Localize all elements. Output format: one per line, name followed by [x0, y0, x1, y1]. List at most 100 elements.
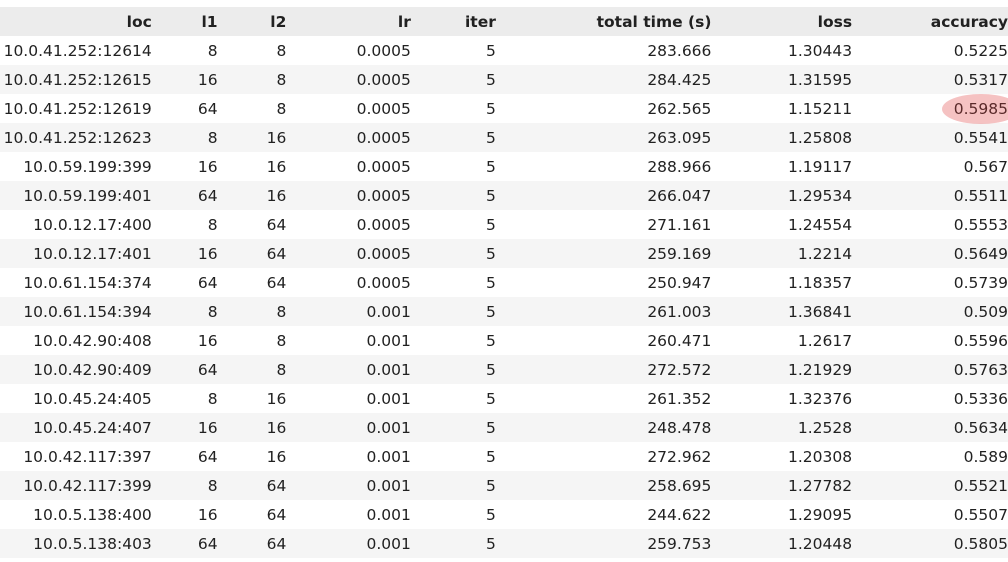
cell-l2: 64 — [266, 215, 287, 234]
cell-loss: 1.36841 — [787, 302, 853, 321]
cell-lr: 0.001 — [366, 476, 411, 495]
cell-iter: 5 — [485, 41, 496, 60]
highlighted-best-accuracy: 0.5985 — [941, 93, 1008, 124]
cell-lr: 0.0005 — [356, 41, 411, 60]
cell-total-time: 284.425 — [647, 70, 712, 89]
cell-total-time: 262.565 — [647, 99, 712, 118]
cell-total-time: 259.753 — [647, 534, 712, 553]
cell-lr: 0.0005 — [356, 70, 411, 89]
cell-loc: 10.0.61.154:394 — [23, 302, 152, 321]
table-row: 10.0.42.90:408 16 8 0.001 5 260.471 1.2617 0.55… — [0, 326, 1008, 355]
cell-total-time: 272.962 — [647, 447, 712, 466]
cell-iter: 5 — [485, 244, 496, 263]
cell-l1: 8 — [207, 389, 218, 408]
cell-l2: 16 — [266, 157, 287, 176]
cell-accuracy: 0.5553 — [953, 215, 1008, 234]
cell-l1: 16 — [197, 331, 218, 350]
results-table: loc l1 l2 lr iter total time (s) loss ac… — [0, 7, 1008, 558]
cell-l2: 8 — [276, 302, 287, 321]
column-header-iter[interactable]: iter — [464, 12, 496, 31]
cell-accuracy: 0.5511 — [953, 186, 1008, 205]
cell-loc: 10.0.61.154:374 — [23, 273, 152, 292]
cell-l1: 8 — [207, 215, 218, 234]
cell-accuracy: 0.5739 — [953, 273, 1008, 292]
cell-loc: 10.0.42.90:408 — [33, 331, 152, 350]
column-header-loc[interactable]: loc — [126, 12, 152, 31]
cell-accuracy: 0.5805 — [953, 534, 1008, 553]
cell-l2: 64 — [266, 505, 287, 524]
cell-iter: 5 — [485, 70, 496, 89]
cell-accuracy: 0.509 — [963, 302, 1008, 321]
cell-l2: 16 — [266, 447, 287, 466]
cell-loss: 1.24554 — [787, 215, 853, 234]
cell-loss: 1.2214 — [797, 244, 853, 263]
cell-l2: 16 — [266, 128, 287, 147]
table-body: 10.0.41.252:12614 8 8 0.0005 5 283.666 1.30443… — [0, 36, 1008, 558]
cell-l1: 64 — [197, 447, 218, 466]
table-row: 10.0.42.117:397 64 16 0.001 5 272.962 1.20308 0… — [0, 442, 1008, 471]
table-row: 10.0.45.24:405 8 16 0.001 5 261.352 1.32376 0.5… — [0, 384, 1008, 413]
cell-total-time: 283.666 — [647, 41, 712, 60]
column-header-l2[interactable]: l2 — [270, 12, 287, 31]
column-header-loss[interactable]: loss — [817, 12, 853, 31]
cell-loss: 1.20308 — [787, 447, 853, 466]
cell-l2: 64 — [266, 244, 287, 263]
cell-accuracy: 0.567 — [963, 157, 1008, 176]
cell-lr: 0.0005 — [356, 244, 411, 263]
cell-loc: 10.0.41.252:12619 — [3, 99, 152, 118]
cell-loss: 1.15211 — [787, 99, 853, 118]
column-header-accuracy[interactable]: accuracy — [930, 12, 1008, 31]
cell-accuracy: 0.5634 — [953, 418, 1008, 437]
cell-l2: 8 — [276, 99, 287, 118]
cell-iter: 5 — [485, 534, 496, 553]
cell-l2: 64 — [266, 534, 287, 553]
cell-total-time: 248.478 — [647, 418, 712, 437]
cell-iter: 5 — [485, 331, 496, 350]
cell-loss: 1.29534 — [787, 186, 853, 205]
cell-loc: 10.0.45.24:405 — [33, 389, 152, 408]
cell-total-time: 260.471 — [647, 331, 712, 350]
table-row: 10.0.41.252:12619 64 8 0.0005 5 262.565 1.1521… — [0, 93, 1008, 124]
table-row: 10.0.12.17:400 8 64 0.0005 5 271.161 1.24554 0.… — [0, 210, 1008, 239]
column-header-total-time[interactable]: total time (s) — [596, 12, 712, 31]
cell-total-time: 244.622 — [647, 505, 712, 524]
cell-total-time: 258.695 — [647, 476, 712, 495]
cell-loss: 1.20448 — [787, 534, 853, 553]
cell-iter: 5 — [485, 128, 496, 147]
cell-loss: 1.30443 — [787, 41, 853, 60]
cell-lr: 0.001 — [366, 331, 411, 350]
cell-total-time: 272.572 — [647, 360, 712, 379]
cell-lr: 0.0005 — [356, 273, 411, 292]
cell-l1: 8 — [207, 41, 218, 60]
cell-loc: 10.0.41.252:12623 — [3, 128, 152, 147]
cell-loss: 1.2617 — [797, 331, 853, 350]
cell-l2: 8 — [276, 331, 287, 350]
cell-loc: 10.0.42.117:397 — [23, 447, 152, 466]
cell-iter: 5 — [485, 447, 496, 466]
cell-total-time: 271.161 — [647, 215, 712, 234]
cell-iter: 5 — [485, 186, 496, 205]
cell-accuracy: 0.5317 — [953, 70, 1008, 89]
cell-l1: 16 — [197, 244, 218, 263]
table-header-row: loc l1 l2 lr iter total time (s) loss ac… — [0, 7, 1008, 36]
table-row: 10.0.59.199:401 64 16 0.0005 5 266.047 1.29534… — [0, 181, 1008, 210]
cell-total-time: 261.352 — [647, 389, 712, 408]
table-row: 10.0.45.24:407 16 16 0.001 5 248.478 1.2528 0.5… — [0, 413, 1008, 442]
cell-l1: 64 — [197, 360, 218, 379]
cell-l2: 8 — [276, 41, 287, 60]
table-row: 10.0.42.90:409 64 8 0.001 5 272.572 1.21929 0.5… — [0, 355, 1008, 384]
cell-loss: 1.25808 — [787, 128, 853, 147]
cell-iter: 5 — [485, 302, 496, 321]
cell-accuracy: 0.5763 — [953, 360, 1008, 379]
table-row: 10.0.12.17:401 16 64 0.0005 5 259.169 1.2214 0.… — [0, 239, 1008, 268]
column-header-lr[interactable]: lr — [397, 12, 411, 31]
cell-l2: 64 — [266, 476, 287, 495]
table-row: 10.0.42.117:399 8 64 0.001 5 258.695 1.27782 0.… — [0, 471, 1008, 500]
cell-lr: 0.0005 — [356, 215, 411, 234]
column-header-l1[interactable]: l1 — [201, 12, 218, 31]
cell-total-time: 250.947 — [647, 273, 712, 292]
cell-l1: 64 — [197, 99, 218, 118]
cell-lr: 0.0005 — [356, 128, 411, 147]
cell-accuracy: 0.5507 — [953, 505, 1008, 524]
table-row: 10.0.41.252:12623 8 16 0.0005 5 263.095 1.2580… — [0, 123, 1008, 152]
